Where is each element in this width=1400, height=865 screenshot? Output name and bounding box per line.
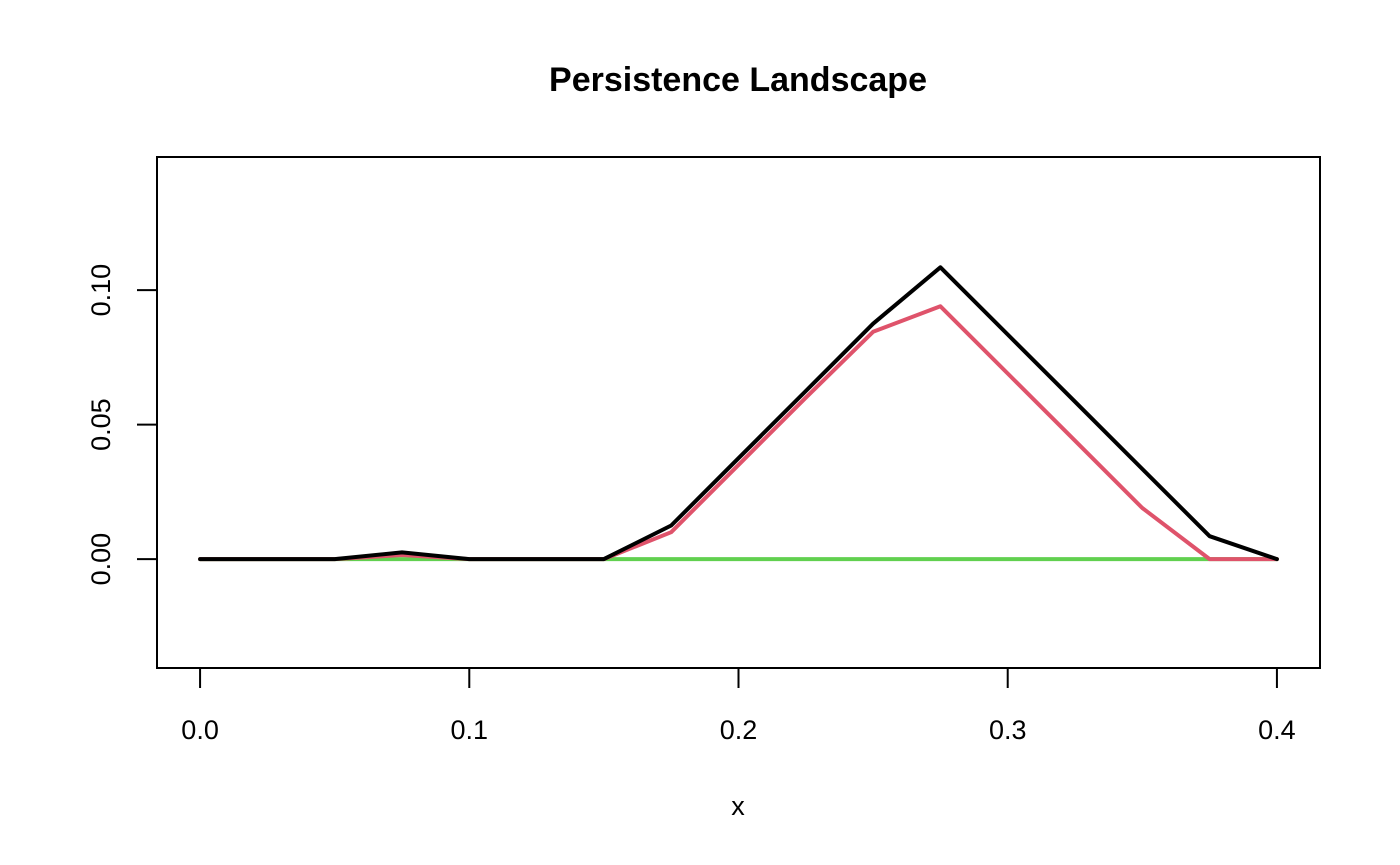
y-tick-label: 0.00 bbox=[86, 533, 116, 586]
y-tick-label: 0.10 bbox=[86, 264, 116, 317]
y-tick-label: 0.05 bbox=[86, 398, 116, 451]
x-axis: 0.0 0.1 0.2 0.3 0.4 bbox=[181, 667, 1296, 745]
x-axis-label: x bbox=[731, 791, 745, 821]
series-line-2 bbox=[198, 304, 1279, 562]
x-tick-label: 0.1 bbox=[451, 715, 489, 745]
x-tick-label: 0.4 bbox=[1258, 715, 1296, 745]
chart-title: Persistence Landscape bbox=[549, 61, 927, 99]
y-axis: 0.00 0.05 0.10 bbox=[86, 264, 158, 586]
x-tick-label: 0.3 bbox=[989, 715, 1027, 745]
series-line-3 bbox=[198, 265, 1279, 562]
x-tick-label: 0.0 bbox=[181, 715, 219, 745]
series-layer bbox=[198, 265, 1279, 562]
plot-area-frame bbox=[156, 156, 1321, 669]
x-tick-label: 0.2 bbox=[720, 715, 758, 745]
